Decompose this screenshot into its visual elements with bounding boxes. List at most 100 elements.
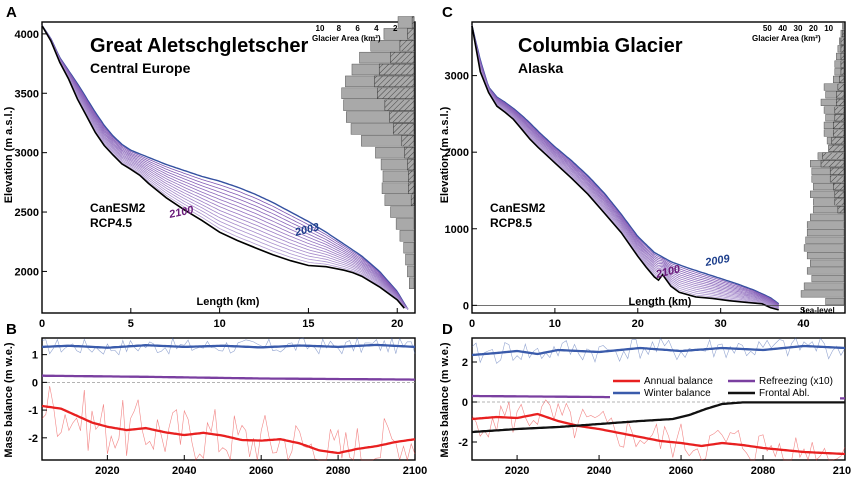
surface-intermediate-line	[41, 25, 409, 310]
surface-intermediate-line	[471, 25, 779, 307]
legend-refreezing: Refreezing (x10)	[759, 376, 833, 387]
x-tick-label: 2060	[669, 465, 693, 477]
smoothed-series-line	[42, 374, 415, 381]
surface-intermediate-line	[471, 25, 779, 309]
y-tick-label: -2	[28, 433, 38, 445]
surface-intermediate-line	[41, 25, 409, 309]
x-tick-label: 30	[715, 318, 727, 330]
y-tick-label: -1	[28, 405, 38, 417]
panel-c-title: Columbia Glacier	[518, 35, 683, 57]
y-tick-label: 1	[32, 350, 38, 362]
area-tick-label: 10	[824, 24, 833, 33]
legend-frontal-ablation: Frontal Abl.	[759, 388, 810, 399]
surface-intermediate-line	[41, 25, 409, 310]
area-tick-label: 6	[355, 24, 360, 33]
x-tick-label: 2100	[403, 465, 427, 477]
area-bar-future	[401, 135, 415, 147]
area-bar-future	[407, 28, 415, 40]
x-tick-label: 2100	[833, 465, 851, 477]
area-bar-future	[831, 137, 845, 145]
panel-a-elevation-profile: 0 5 10 15 20 2000 2500 3000 3500 4000 10 8 6 4 2 Gre…	[3, 16, 416, 330]
area-tick-label: 2	[393, 24, 398, 33]
panel-d-y-label: Mass balance (m w.e.)	[439, 342, 451, 457]
area-bar-present	[803, 244, 845, 252]
area-bar-future	[393, 123, 415, 135]
panel-a-y-label: Elevation (m a.s.l.)	[3, 106, 15, 203]
surface-intermediate-line	[471, 25, 779, 310]
panel-d-y-ticks: -2 0 2	[458, 357, 477, 449]
area-bar-present	[803, 282, 845, 290]
surface-intermediate-line	[471, 25, 779, 306]
panel-c-scenario: RCP8.5	[490, 216, 532, 230]
panel-c-profiles	[471, 25, 845, 311]
y-tick-label: 2	[462, 357, 468, 369]
panel-a-title: Great Aletschgletscher	[90, 35, 308, 57]
panel-b-y-label: Mass balance (m w.e.)	[3, 342, 15, 457]
area-bar-future	[834, 106, 845, 114]
panel-c-elevation-profile: 0 10 20 30 40 0 1000 2000 3000 50 40 30 20 10 Colum…	[439, 21, 846, 330]
area-bar-present	[407, 265, 415, 278]
y-tick-label: 3500	[15, 88, 39, 100]
area-bar-future	[839, 75, 845, 84]
surface-intermediate-line	[471, 25, 779, 305]
y-tick-label: 2000	[15, 266, 39, 278]
surface-intermediate-line	[41, 25, 409, 310]
area-bar-present	[811, 274, 845, 283]
panel-a-x-label: Length (km)	[197, 296, 260, 308]
area-bar-present	[805, 236, 845, 244]
bedrock-line	[471, 25, 779, 311]
area-bar-present	[403, 241, 415, 254]
area-bar-future	[407, 158, 415, 171]
surface-intermediate-line	[471, 25, 779, 308]
surface-intermediate-line	[41, 25, 409, 310]
panel-letter-c: C	[442, 4, 453, 21]
area-bar-future	[836, 91, 845, 99]
x-tick-label: 2040	[172, 465, 196, 477]
area-bar-present	[399, 230, 415, 242]
y-tick-label: 0	[462, 397, 468, 409]
area-bar-future	[829, 175, 845, 183]
panel-c-x-ticks: 0 10 20 30 40	[469, 308, 810, 330]
area-bar-future	[828, 144, 845, 152]
x-tick-label: 20	[632, 318, 644, 330]
area-bar-present	[810, 259, 845, 267]
panel-b-mass-balance: 2020 2040 2060 2080 2100 -2 -1 0 1 Mass balance…	[3, 336, 427, 477]
panel-c-label-last-year: 2100	[654, 263, 682, 281]
yearly-series-line	[471, 337, 846, 364]
area-bar-future	[837, 206, 845, 214]
y-tick-label: 3000	[15, 148, 39, 160]
y-tick-label: 4000	[15, 29, 39, 41]
surface-intermediate-line	[41, 25, 409, 310]
smoothed-series-line	[471, 344, 846, 357]
y-tick-label: 0	[32, 377, 38, 389]
panel-b-frame	[41, 337, 416, 461]
area-bar-future	[408, 170, 415, 183]
surface-intermediate-line	[471, 25, 779, 309]
area-tick-label: 50	[763, 24, 772, 33]
panel-a-area-bars	[341, 16, 415, 289]
x-tick-label: 0	[469, 318, 475, 330]
x-tick-label: 20	[391, 318, 403, 330]
area-bar-present	[806, 267, 845, 275]
x-tick-label: 2080	[326, 465, 350, 477]
panel-a-model: CanESM2	[90, 201, 146, 215]
area-bar-future	[408, 182, 415, 194]
panel-a-frame	[41, 21, 416, 314]
area-bar-future	[840, 45, 845, 53]
x-tick-label: 5	[128, 318, 134, 330]
area-bar-present	[806, 251, 845, 260]
surface-intermediate-line	[41, 25, 409, 310]
area-bar-future	[377, 87, 415, 99]
panel-d-legend: Annual balance Winter balance Refreezing…	[610, 372, 840, 400]
area-bar-future	[840, 37, 845, 45]
panel-letter-d: D	[442, 321, 453, 338]
area-bar-future	[837, 83, 845, 91]
panel-c-y-label: Elevation (m a.s.l.)	[439, 106, 451, 203]
y-tick-label: 1000	[445, 224, 469, 236]
x-tick-label: 40	[797, 318, 809, 330]
panel-d-mass-balance: 2020 2040 2060 2080 2100 -2 0 2 Mass balance (…	[439, 337, 851, 477]
surface-intermediate-line	[471, 25, 779, 307]
area-bar-future	[820, 160, 845, 168]
panel-c-x-label: Length (km)	[629, 296, 692, 308]
